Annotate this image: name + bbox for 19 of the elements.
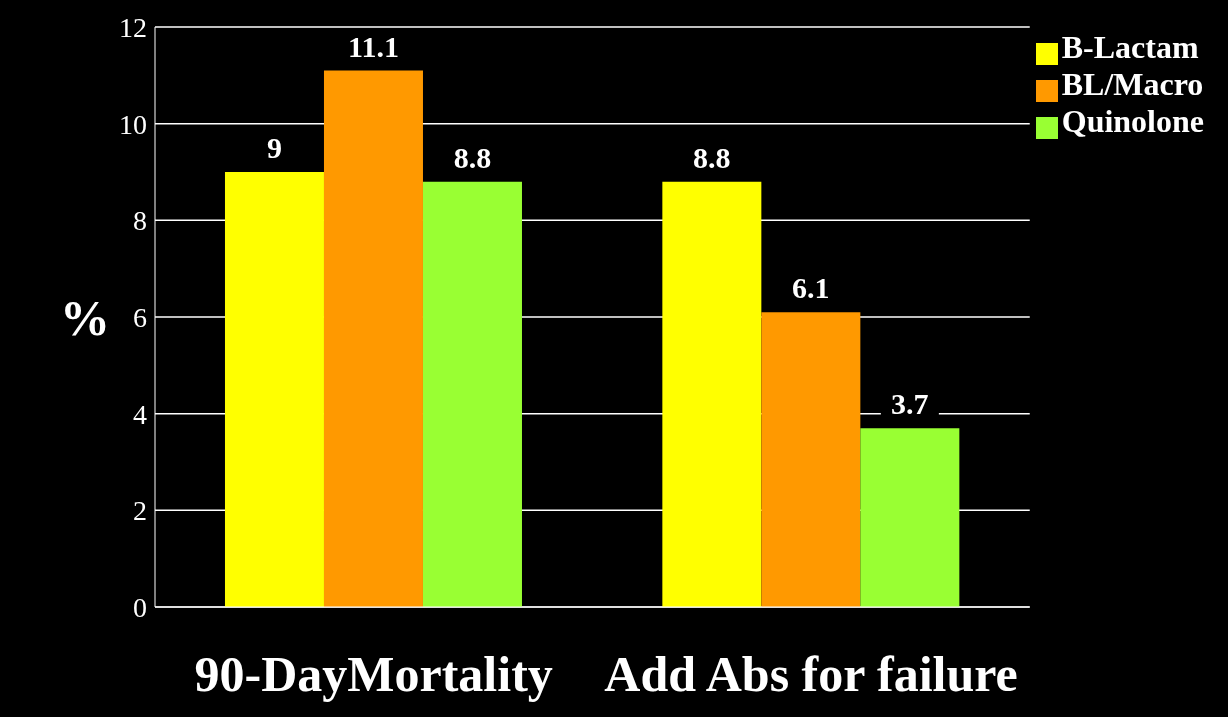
y-tick-label: 0 — [133, 591, 147, 623]
x-tick-label: Add Abs for failure — [604, 645, 1018, 702]
legend-label: Quinolone — [1061, 103, 1204, 139]
y-tick-label: 12 — [119, 11, 147, 43]
y-tick-label: 4 — [133, 398, 147, 430]
data-label: 6.1 — [792, 271, 830, 305]
data-label: 9 — [266, 131, 282, 164]
y-tick-label: 6 — [133, 301, 147, 333]
y-axis-title: % — [60, 289, 110, 346]
data-label: 8.8 — [693, 140, 731, 174]
legend-label: BL/Macro — [1061, 66, 1204, 102]
y-tick-label: 8 — [133, 205, 147, 237]
y-tick-label: 10 — [119, 108, 147, 140]
y-tick-label: 2 — [133, 495, 147, 527]
data-label: 8.8 — [453, 140, 492, 174]
x-tick-label: 90-DayMortality — [194, 645, 553, 702]
data-label: 3.7 — [891, 387, 929, 421]
data-label: 11.1 — [348, 29, 399, 63]
legend-label: B-Lactam — [1061, 29, 1199, 65]
